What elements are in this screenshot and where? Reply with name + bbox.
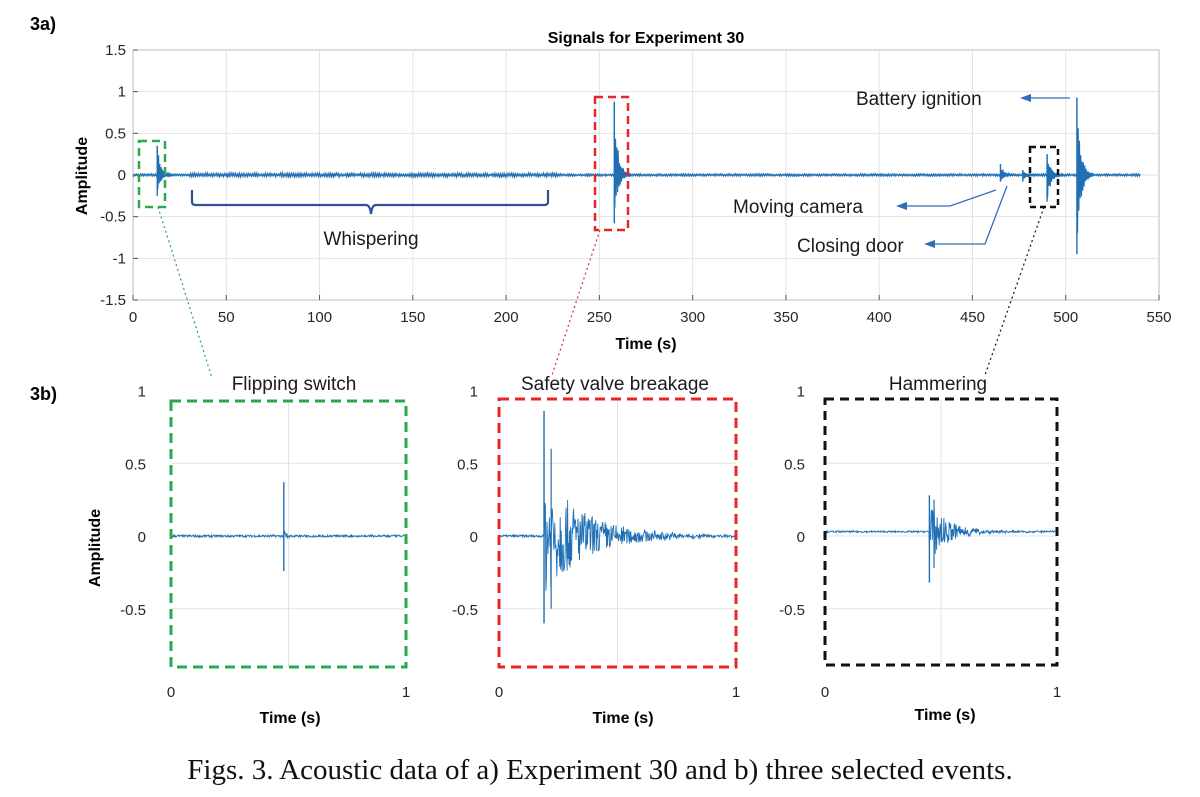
top-x-tick-label: 50 (218, 309, 235, 326)
hammering-title: Hammering (889, 374, 987, 395)
top-signal-event (1022, 169, 1040, 179)
hammering-x-label: Time (s) (914, 707, 975, 724)
top-chart: 0 50 100 150 200 250 300 350 400 450 500 550 1.5 1 0.… (74, 30, 1172, 353)
subplot-y-tick-label: 0 (797, 529, 805, 546)
subplot-x-tick-label: 1 (402, 684, 410, 701)
top-signal-event (999, 164, 1017, 181)
subplot-x-tick-label: 1 (1053, 684, 1061, 701)
top-x-tick-label: 200 (494, 309, 519, 326)
subplot-signal (170, 530, 407, 539)
closing-door-arrowhead (924, 240, 935, 248)
top-y-tick-label: 1.5 (105, 42, 126, 59)
bottom-y-axis-label: Amplitude (87, 509, 104, 587)
closing-door-label: Closing door (797, 236, 904, 257)
top-signal-event (1046, 154, 1064, 198)
subplot-y-tick-label: -0.5 (452, 602, 478, 619)
top-x-tick-label: 150 (400, 309, 425, 326)
subplot-y-tick-label: 0 (138, 529, 146, 546)
top-y-tick-label: -1 (113, 250, 126, 267)
top-y-ticks: 1.5 1 0.5 0 -0.5 -1 -1.5 (100, 42, 138, 309)
subplot-safety-valve: 1 0.5 0 -0.5 0 1 (452, 384, 740, 701)
top-x-tick-label: 550 (1146, 309, 1171, 326)
subplot-signal (825, 509, 1058, 554)
subplot-y-tick-label: -0.5 (120, 602, 146, 619)
subplot-x-tick-label: 1 (732, 684, 740, 701)
top-x-tick-label: 250 (587, 309, 612, 326)
closing-door-arrow (934, 185, 1008, 245)
whispering-label: Whispering (323, 229, 418, 250)
panel-b-label: 3b) (30, 384, 57, 404)
figure-caption: Figs. 3. Acoustic data of a) Experiment … (187, 754, 1012, 786)
subplot-dashed-frame (823, 397, 1059, 667)
subplot-x-tick-label: 0 (167, 684, 175, 701)
top-signal-event (1076, 97, 1094, 233)
subplot-signal (498, 499, 737, 591)
flipping-switch-highlight (137, 139, 167, 209)
battery-ignition-arrowhead (1020, 94, 1031, 102)
top-y-tick-label: 0 (118, 167, 126, 184)
top-x-ticks: 0 50 100 150 200 250 300 350 400 450 500 550 (129, 295, 1172, 326)
subplot-hammering: 1 0.5 0 -0.5 0 1 (779, 384, 1061, 701)
moving-camera-label: Moving camera (733, 197, 863, 218)
subplot-y-tick-label: 0 (470, 529, 478, 546)
subplot-y-tick-label: 1 (138, 384, 146, 401)
flipping-switch-title: Flipping switch (232, 374, 357, 395)
top-y-tick-label: -1.5 (100, 292, 126, 309)
battery-ignition-label: Battery ignition (856, 89, 982, 110)
top-x-axis-label: Time (s) (615, 336, 676, 353)
panel-a-label: 3a) (30, 14, 56, 34)
subplot-x-tick-label: 0 (495, 684, 503, 701)
top-signal-baseline (132, 170, 1141, 180)
top-y-axis-label: Amplitude (74, 137, 91, 215)
top-x-tick-label: 450 (960, 309, 985, 326)
top-chart-title: Signals for Experiment 30 (548, 30, 745, 47)
subplot-y-tick-label: 1 (470, 384, 478, 401)
subplot-dashed-frame (497, 397, 738, 669)
subplot-y-tick-label: -0.5 (779, 602, 805, 619)
top-y-tick-label: -0.5 (100, 209, 126, 226)
safety-valve-x-label: Time (s) (592, 710, 653, 727)
subplot-x-tick-label: 0 (821, 684, 829, 701)
flipping-switch-x-label: Time (s) (259, 710, 320, 727)
top-x-tick-label: 0 (129, 309, 137, 326)
top-x-tick-label: 350 (773, 309, 798, 326)
subplot-flipping-switch: 1 0.5 0 -0.5 0 1 (120, 384, 410, 701)
top-annotations: Whispering Battery ignition Moving camer… (137, 89, 1070, 379)
safety-valve-title: Safety valve breakage (521, 374, 709, 395)
top-y-tick-label: 0.5 (105, 125, 126, 142)
top-x-tick-label: 100 (307, 309, 332, 326)
subplot-y-tick-label: 0.5 (457, 456, 478, 473)
connector-safety-valve (551, 229, 601, 376)
moving-camera-arrow (906, 189, 997, 207)
top-x-tick-label: 500 (1053, 309, 1078, 326)
top-y-tick-label: 1 (118, 84, 126, 101)
top-x-tick-label: 300 (680, 309, 705, 326)
subplot-y-tick-label: 1 (797, 384, 805, 401)
subplot-y-tick-label: 0.5 (125, 456, 146, 473)
moving-camera-arrowhead (896, 202, 907, 210)
subplot-dashed-frame (169, 399, 408, 669)
safety-valve-highlight (593, 95, 630, 232)
top-x-tick-label: 400 (867, 309, 892, 326)
subplot-y-tick-label: 0.5 (784, 456, 805, 473)
whispering-brace (190, 190, 550, 215)
